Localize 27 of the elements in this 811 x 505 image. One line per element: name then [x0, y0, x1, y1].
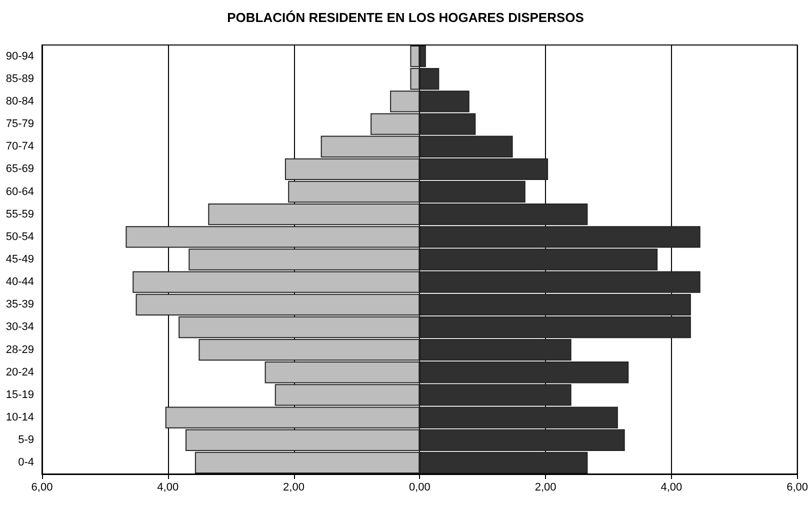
x-tick-label: 0,00: [408, 482, 430, 494]
x-tick-label: 6,00: [786, 482, 808, 494]
y-tick-label: 35-39: [6, 298, 34, 311]
y-tick-label: 50-54: [6, 230, 34, 243]
y-tick-label: 70-74: [6, 140, 34, 153]
y-tick-label: 80-84: [6, 95, 34, 108]
y-tick-label: 85-89: [6, 72, 34, 85]
y-tick-label: 28-29: [6, 344, 34, 356]
y-tick-label: 90-94: [6, 50, 34, 62]
y-tick-label: 55-59: [6, 208, 34, 220]
y-tick-label: 0-4: [18, 456, 34, 469]
y-tick-label: 45-49: [6, 254, 34, 266]
y-tick-label: 20-24: [6, 366, 34, 378]
x-tick-label: 2,00: [283, 482, 304, 494]
chart-title: POBLACIÓN RESIDENTE EN LOS HOGARES DISPERSOS: [227, 10, 584, 25]
y-tick-label: 60-64: [6, 186, 34, 198]
x-tick-label: 2,00: [534, 482, 556, 494]
x-tick-label: 4,00: [157, 482, 179, 494]
x-tick-label: 4,00: [660, 482, 682, 494]
y-tick-label: 75-79: [6, 118, 34, 130]
y-tick-label: 65-69: [6, 163, 34, 176]
y-tick-label: 15-19: [6, 388, 34, 401]
y-tick-label: 30-34: [6, 321, 34, 334]
y-tick-label: 40-44: [6, 276, 34, 288]
x-tick-label: 6,00: [31, 482, 53, 494]
y-tick-label: 10-14: [6, 412, 34, 424]
y-tick-label: 5-9: [18, 434, 34, 446]
